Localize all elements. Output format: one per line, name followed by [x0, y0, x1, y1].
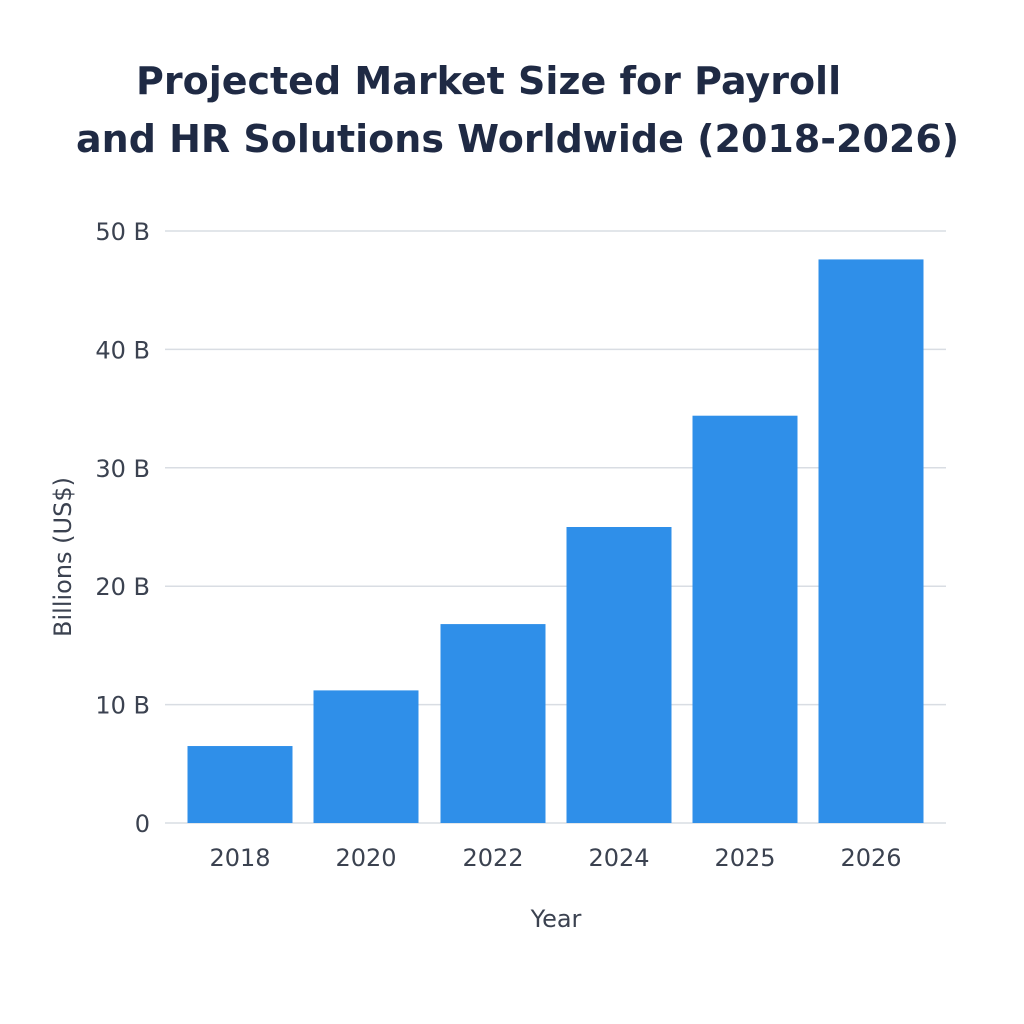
bar-2022 [440, 624, 546, 823]
x-tick-label: 2025 [714, 844, 775, 872]
x-axis-tick-labels: 2018 2020 2022 2024 2025 2026 [209, 844, 901, 872]
y-tick-label: 20 B [95, 573, 150, 601]
chart-title-line-1: Projected Market Size for Payroll [136, 59, 842, 103]
bar-2020 [313, 690, 419, 823]
bar-2026 [818, 259, 924, 823]
y-tick-label: 30 B [95, 455, 150, 483]
chart-title-line-2: and HR Solutions Worldwide (2018-2026) [76, 117, 960, 161]
x-tick-label: 2020 [335, 844, 396, 872]
bar-2025 [692, 415, 798, 823]
bars [187, 259, 924, 823]
bar-2024 [566, 527, 672, 823]
gridlines [165, 230, 946, 824]
x-axis-title: Year [530, 905, 582, 933]
y-axis-tick-labels: 0 10 B 20 B 30 B 40 B 50 B [95, 218, 150, 838]
x-tick-label: 2018 [209, 844, 270, 872]
y-tick-label: 50 B [95, 218, 150, 246]
chart-title: Projected Market Size for Payroll and HR… [0, 52, 1024, 168]
y-tick-label: 0 [135, 810, 150, 838]
x-tick-label: 2026 [840, 844, 901, 872]
y-tick-label: 10 B [95, 692, 150, 720]
x-tick-label: 2022 [462, 844, 523, 872]
y-axis-title: Billions (US$) [49, 477, 77, 637]
x-tick-label: 2024 [588, 844, 649, 872]
y-tick-label: 40 B [95, 336, 150, 364]
bar-2018 [187, 746, 293, 823]
